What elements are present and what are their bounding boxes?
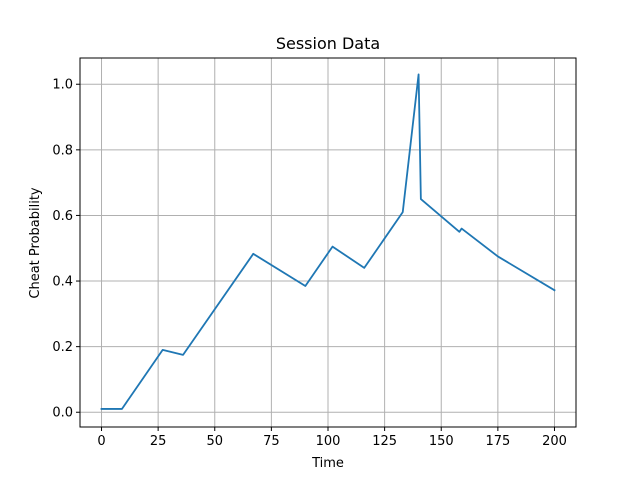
y-axis-label: Cheat Probability: [28, 187, 43, 299]
x-tick-label: 175: [485, 434, 510, 449]
x-tick-label: 25: [150, 434, 167, 449]
x-tick-label: 100: [316, 434, 341, 449]
x-axis-label: Time: [311, 456, 344, 471]
x-tick-label: 50: [206, 434, 223, 449]
x-tick-label: 200: [542, 434, 567, 449]
series-line: [100, 73, 556, 410]
x-tick-label: 125: [372, 434, 397, 449]
tick-layer: 0 25 50 75 100 125 150 175 200 0.0 0.2 0.4 0.6 0.8 1.0: [52, 78, 567, 449]
series-layer: [100, 73, 556, 410]
y-tick-label: 0.4: [52, 275, 73, 290]
x-tick-label: 150: [429, 434, 454, 449]
y-tick-label: 0.0: [52, 406, 73, 421]
y-tick-label: 0.2: [52, 340, 73, 355]
y-tick-label: 1.0: [52, 78, 73, 93]
x-tick-label: 75: [263, 434, 280, 449]
grid-lines: [80, 58, 576, 427]
y-tick-label: 0.6: [52, 209, 73, 224]
chart-title: Session Data: [276, 34, 380, 53]
x-tick-label: 0: [97, 434, 105, 449]
y-tick-label: 0.8: [52, 143, 73, 158]
